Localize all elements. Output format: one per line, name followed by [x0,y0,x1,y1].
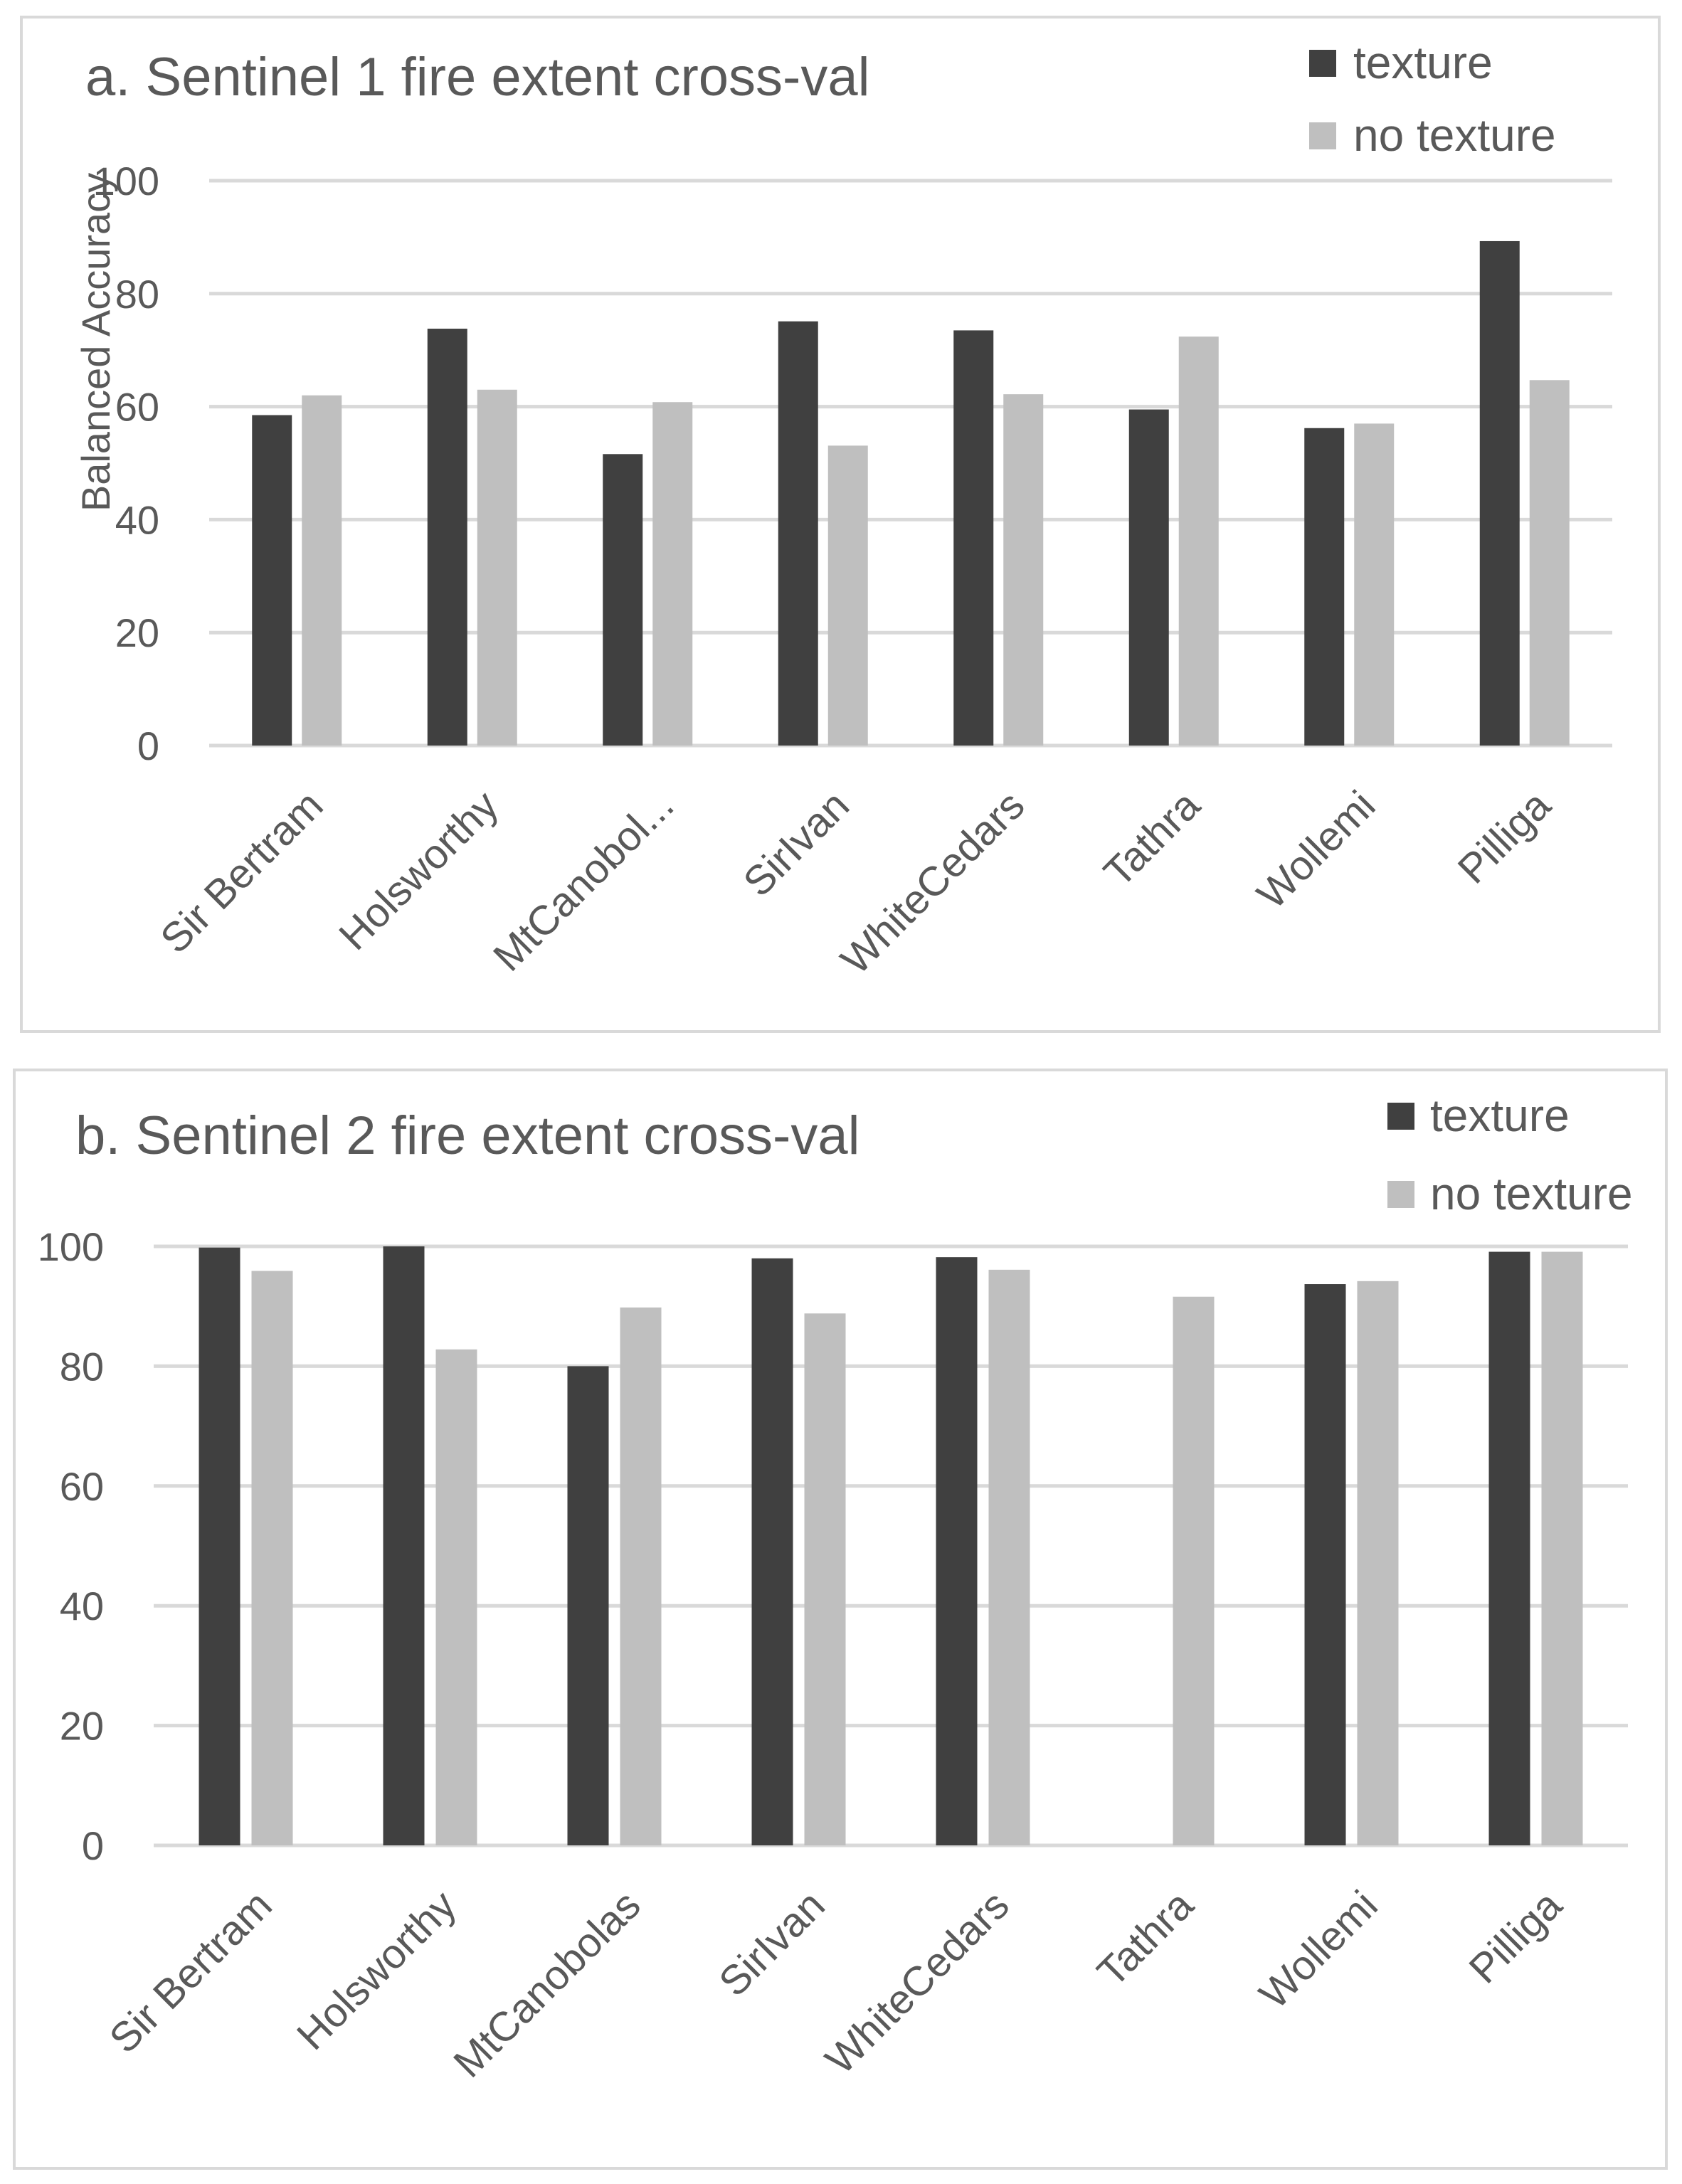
b-bar-texture-4 [936,1257,978,1845]
b-y-tick-label: 20 [60,1704,104,1749]
b-bar-texture-7 [1488,1251,1530,1845]
chart-b-title: b. Sentinel 2 fire extent cross-val [75,1106,860,1166]
b-bar-no-texture-1 [435,1349,477,1845]
a-category-label-1: Holsworthy [330,782,507,959]
b-bar-no-texture-2 [620,1307,662,1845]
b-bar-texture-1 [383,1246,425,1845]
a-bar-no-texture-5 [1178,336,1219,746]
b-bar-texture-6 [1304,1284,1346,1845]
a-bar-texture-7 [1479,240,1520,746]
b-y-tick-label: 100 [38,1224,104,1269]
b-bar-texture-3 [751,1258,793,1845]
chart-a-legend-label-no-texture: no texture [1353,110,1556,161]
chart-a-svg: a. Sentinel 1 fire extent cross-val Bala… [73,37,1612,983]
a-bar-texture-4 [953,330,994,746]
chart-a-legend-swatch-no-texture [1309,122,1336,149]
b-category-label-2: MtCanobolas [445,1882,650,2087]
a-bar-texture-5 [1128,409,1169,746]
a-category-label-3: SirIvan [734,782,858,906]
b-bar-no-texture-4 [988,1269,1030,1845]
b-y-tick-label: 0 [82,1823,104,1868]
chart-a-title: a. Sentinel 1 fire extent cross-val [85,47,870,107]
a-bar-no-texture-1 [477,389,517,746]
a-bar-no-texture-3 [827,445,868,746]
chart-panel-a: a. Sentinel 1 fire extent cross-val Bala… [20,16,1661,1033]
a-category-label-7: Pilliga [1449,782,1560,893]
b-bar-no-texture-5 [1173,1296,1215,1845]
a-y-tick-label: 60 [115,385,159,430]
chart-b-legend-label-texture: texture [1430,1090,1570,1141]
a-category-label-6: Wollemi [1248,782,1384,918]
chart-a-legend-label-texture: texture [1353,37,1493,88]
a-category-label-5: Tathra [1095,782,1209,896]
a-bar-texture-2 [603,454,643,746]
a-y-tick-label: 100 [93,159,159,203]
chart-b-legend-swatch-texture [1387,1103,1414,1130]
b-category-label-3: SirIvan [710,1882,834,2005]
a-y-tick-label: 20 [115,610,159,655]
b-category-label-1: Holsworthy [288,1882,465,2059]
b-bar-no-texture-3 [804,1313,846,1845]
a-bar-no-texture-7 [1529,380,1570,746]
chart-b-legend-label-no-texture: no texture [1430,1168,1633,1219]
a-category-label-4: WhiteCedars [832,782,1033,983]
a-bar-texture-0 [252,415,292,746]
b-bar-texture-0 [199,1247,240,1845]
a-bar-texture-3 [778,321,818,746]
b-category-label-5: Tathra [1089,1882,1202,1995]
chart-b-svg: b. Sentinel 2 fire extent cross-val 0 20 4… [38,1090,1633,2087]
a-y-tick-label: 40 [115,497,159,542]
b-y-tick-label: 80 [60,1344,104,1389]
b-y-tick-label: 40 [60,1584,104,1628]
chart-panel-b: b. Sentinel 2 fire extent cross-val 0 20 4… [13,1069,1668,2170]
a-bar-no-texture-0 [302,395,342,746]
a-bar-texture-6 [1304,428,1345,746]
chart-b-legend-swatch-no-texture [1387,1181,1414,1208]
b-bar-no-texture-6 [1357,1281,1399,1845]
a-bar-texture-1 [427,329,467,746]
a-category-label-2: MtCanobol... [485,782,682,980]
b-category-label-4: WhiteCedars [817,1882,1018,2083]
b-bar-no-texture-7 [1541,1251,1583,1845]
b-category-label-7: Pilliga [1460,1882,1571,1993]
b-bar-no-texture-0 [251,1271,293,1845]
chart-a-y-axis-title: Balanced Accuracy [73,173,118,511]
a-y-tick-label: 0 [137,723,159,768]
a-y-tick-label: 80 [115,272,159,317]
a-bar-no-texture-2 [652,402,693,746]
b-y-tick-label: 60 [60,1464,104,1509]
b-category-label-6: Wollemi [1251,1882,1387,2018]
chart-a-legend-swatch-texture [1309,50,1336,77]
b-bar-texture-2 [567,1366,609,1845]
a-bar-no-texture-6 [1354,423,1395,746]
a-category-label-0: Sir Bertram [152,782,332,962]
b-category-label-0: Sir Bertram [100,1882,280,2062]
a-bar-no-texture-4 [1003,394,1044,746]
